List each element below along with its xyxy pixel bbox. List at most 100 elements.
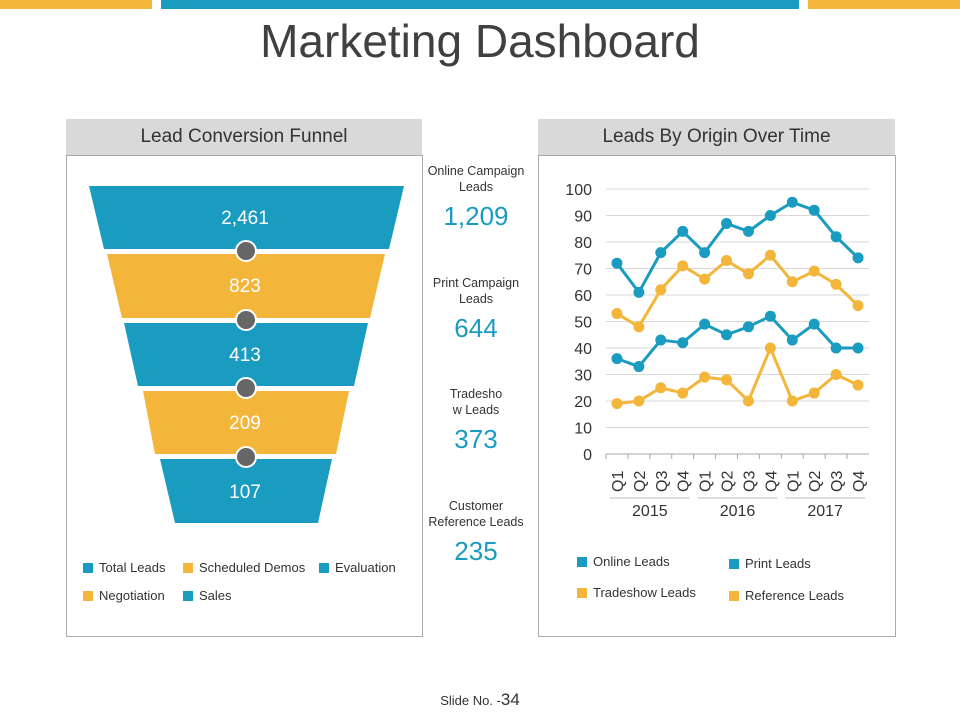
accent-bar-right — [808, 0, 960, 9]
data-point — [808, 318, 820, 330]
x-tick-label: Q3 — [829, 471, 846, 492]
data-point — [742, 395, 754, 407]
funnel-graphic — [89, 186, 404, 523]
x-tick-label: Q1 — [785, 471, 802, 492]
legend-online-leads: Online Leads — [577, 554, 670, 569]
kpi-label: Customer Reference Leads — [428, 499, 524, 529]
funnel-panel: 2,461 823 413 209 107 Total Leads Schedu… — [66, 155, 423, 637]
legend-tradeshow-leads: Tradeshow Leads — [577, 585, 696, 600]
x-tick-label: Q2 — [632, 471, 649, 492]
legend-reference-leads: Reference Leads — [729, 588, 844, 603]
data-point — [721, 374, 733, 386]
data-point — [764, 249, 776, 261]
x-tick-label: Q4 — [676, 471, 693, 492]
kpi-label: Print Campaign Leads — [432, 276, 520, 306]
y-tick-label: 70 — [574, 262, 592, 279]
kpi-online: Online Campaign Leads 1,209 — [426, 163, 526, 232]
y-tick-label: 100 — [565, 182, 592, 199]
data-point — [852, 379, 864, 391]
funnel-stage-sales — [160, 459, 332, 523]
data-point — [830, 342, 842, 354]
series-line — [615, 200, 860, 296]
data-point — [786, 334, 798, 346]
data-point — [786, 395, 798, 407]
funnel-stage-evaluation — [124, 323, 368, 386]
kpi-value: 235 — [454, 536, 498, 566]
data-point — [633, 286, 645, 298]
y-tick-label: 80 — [574, 235, 592, 252]
kpi-label: Online Campaign Leads — [427, 164, 525, 194]
data-point — [611, 398, 623, 410]
x-tick-label: Q2 — [720, 471, 737, 492]
kpi-value: 644 — [454, 313, 498, 343]
x-tick-label: Q3 — [741, 471, 758, 492]
y-tick-label: 10 — [574, 421, 592, 438]
data-point — [677, 337, 689, 349]
data-point — [699, 247, 711, 259]
y-tick-label: 30 — [574, 368, 592, 385]
kpi-value: 373 — [454, 424, 498, 454]
data-point — [699, 273, 711, 285]
slide-number-label: Slide No. - — [440, 693, 501, 708]
data-point — [633, 321, 645, 333]
series-line — [616, 344, 859, 406]
data-point — [808, 387, 820, 399]
data-point — [764, 310, 776, 322]
data-point — [611, 308, 623, 320]
funnel-connector-dot — [235, 446, 257, 468]
slide-number: Slide No. -34 — [0, 690, 960, 710]
x-tick-label: Q3 — [654, 471, 671, 492]
y-tick-label: 60 — [574, 288, 592, 305]
x-tick-label: Q1 — [610, 471, 627, 492]
data-point — [655, 382, 667, 394]
funnel-header: Lead Conversion Funnel — [66, 119, 422, 155]
data-point — [830, 369, 842, 380]
y-tick-label: 20 — [574, 394, 592, 411]
data-point — [852, 300, 864, 312]
legend-label: Scheduled Demos — [199, 560, 306, 575]
legend-print-leads: Print Leads — [729, 556, 811, 571]
data-point — [633, 395, 645, 407]
data-point — [830, 278, 842, 290]
data-point — [611, 257, 623, 269]
data-point — [677, 387, 689, 399]
data-point — [808, 204, 820, 216]
data-point — [721, 255, 733, 267]
kpi-reference: Customer Reference Leads 235 — [420, 498, 532, 567]
data-point — [721, 217, 733, 229]
x-tick-label: Q1 — [698, 471, 715, 492]
data-point — [699, 371, 711, 383]
data-point — [742, 268, 754, 280]
legend-label: Evaluation — [335, 560, 396, 575]
data-point — [699, 318, 711, 330]
legend-label: Online Leads — [593, 554, 670, 569]
data-point — [655, 334, 667, 346]
legend-label: Sales — [199, 588, 232, 603]
kpi-tradeshow: Tradesho w Leads 373 — [446, 386, 506, 455]
funnel-value: 209 — [229, 413, 261, 434]
chart-panel: 0 10 20 30 40 50 60 70 80 90 100 Q1 Q2 Q3 Q4 Q1 Q2 Q3 Q4 Q1… — [538, 155, 896, 637]
data-point — [721, 329, 733, 341]
funnel-value: 107 — [229, 482, 261, 503]
x-tick-label: Q2 — [807, 471, 824, 492]
y-tick-label: 0 — [583, 447, 592, 464]
funnel-connector-dot — [235, 377, 257, 399]
legend-label: Reference Leads — [745, 588, 845, 603]
x-group-label: 2017 — [807, 503, 843, 520]
data-point — [742, 321, 754, 333]
slide-number-value: 34 — [500, 690, 520, 709]
legend-label: Print Leads — [745, 556, 811, 571]
chart-header: Leads By Origin Over Time — [538, 119, 895, 155]
y-tick-label: 40 — [574, 341, 592, 358]
legend-total-leads: Total Leads — [83, 560, 166, 575]
x-group-label: 2015 — [632, 503, 668, 520]
funnel-value: 413 — [229, 345, 261, 366]
funnel-stage-scheduled-demos — [107, 254, 385, 318]
legend-evaluation: Evaluation — [319, 560, 396, 575]
funnel-stage-negotiation — [143, 391, 349, 454]
x-tick-label: Q4 — [763, 471, 780, 492]
x-group-label: 2016 — [720, 503, 756, 520]
data-point — [764, 342, 776, 354]
legend-scheduled-demos: Scheduled Demos — [183, 560, 305, 575]
